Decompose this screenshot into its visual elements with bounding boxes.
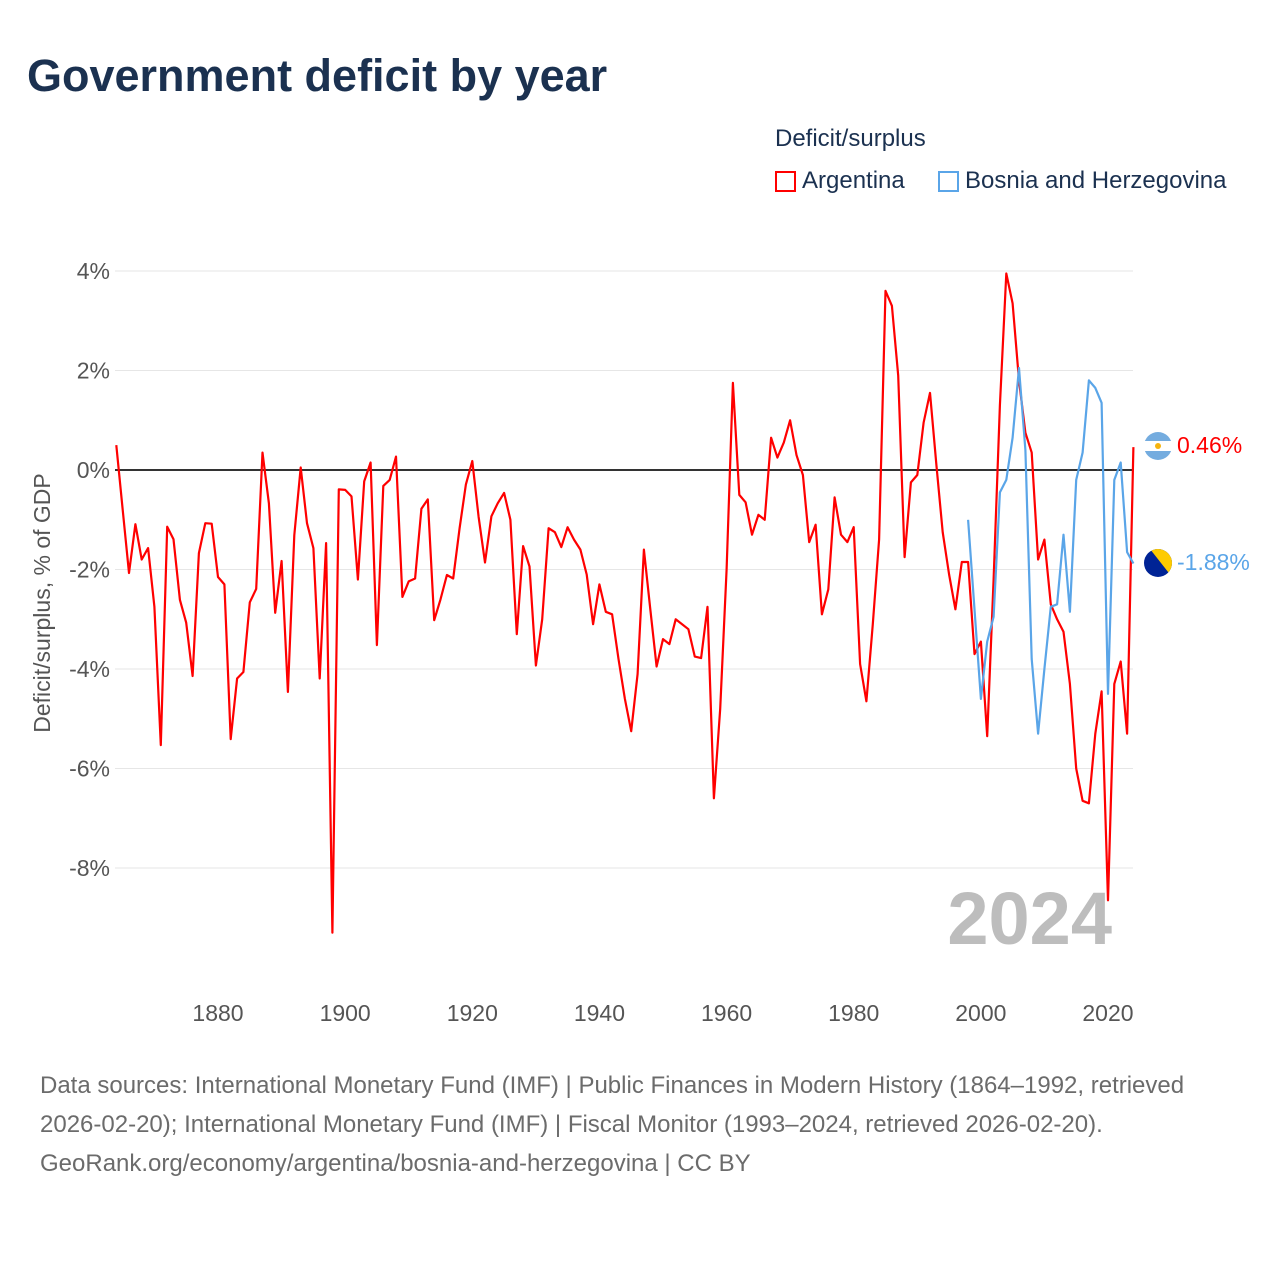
x-tick-label: 1960 (701, 1000, 752, 1026)
legend-swatch-bosnia (938, 170, 959, 192)
series-line-bosnia-and-herzegovina (967, 366, 1135, 735)
x-tick-label: 1980 (828, 1000, 879, 1026)
gridlines (115, 270, 1133, 869)
y-tick-label: 0% (77, 457, 110, 483)
x-tick-label: 2000 (955, 1000, 1006, 1026)
legend-label: Argentina (802, 167, 905, 194)
x-tick-label: 1900 (320, 1000, 371, 1026)
year-overlay: 2024 (947, 877, 1112, 960)
bosnia-end-label: -1.88% (1177, 549, 1250, 575)
footer: Data sources: International Monetary Fun… (40, 1066, 1240, 1183)
y-tick-label: 2% (77, 358, 110, 384)
legend-title: Deficit/surplus (775, 125, 926, 152)
credit-link[interactable]: GeoRank.org/economy/argentina/bosnia-and… (40, 1150, 751, 1177)
legend-item-argentina[interactable]: Argentina (775, 167, 905, 195)
x-tick-label: 1880 (192, 1000, 243, 1026)
legend-swatch-argentina (775, 170, 796, 192)
x-tick-label: 2020 (1082, 1000, 1133, 1026)
chart-title: Government deficit by year (27, 50, 608, 101)
series-line-argentina (115, 272, 1135, 934)
legend-item-bosnia[interactable]: Bosnia and Herzegovina (938, 167, 1227, 195)
chart-area: 4%2%0%-2%-4%-6%-8% 1880 1900 1920 1940 1960 1… (29, 258, 1250, 1026)
y-axis-label: Deficit/surplus, % of GDP (29, 473, 55, 732)
data-sources: Data sources: International Monetary Fun… (40, 1072, 1185, 1138)
y-tick-label: -6% (69, 756, 110, 782)
x-axis-ticks: 1880 1900 1920 1940 1960 1980 2000 2020 (192, 1000, 1133, 1026)
argentina-end-label: 0.46% (1177, 432, 1242, 458)
y-tick-label: -2% (69, 557, 110, 583)
x-tick-label: 1920 (447, 1000, 498, 1026)
legend-label: Bosnia and Herzegovina (965, 167, 1227, 194)
bosnia-flag-icon (1144, 549, 1172, 577)
argentina-flag-icon (1144, 432, 1172, 460)
y-tick-label: 4% (77, 258, 110, 284)
y-tick-label: -4% (69, 656, 110, 682)
y-axis-ticks: 4% 2% 0% -2% -4% -6% -8% (69, 258, 110, 881)
x-tick-label: 1940 (574, 1000, 625, 1026)
y-tick-label: -8% (69, 855, 110, 881)
